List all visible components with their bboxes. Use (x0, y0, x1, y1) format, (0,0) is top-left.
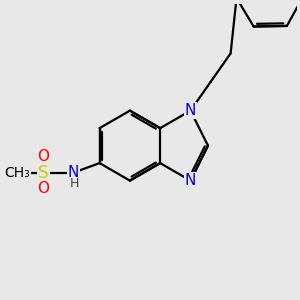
Text: CH₃: CH₃ (4, 166, 30, 180)
Text: H: H (70, 177, 80, 190)
Text: O: O (38, 149, 50, 164)
Text: O: O (38, 181, 50, 196)
Text: S: S (38, 164, 49, 182)
Text: N: N (185, 173, 196, 188)
Text: N: N (68, 165, 79, 180)
Text: N: N (185, 103, 196, 118)
